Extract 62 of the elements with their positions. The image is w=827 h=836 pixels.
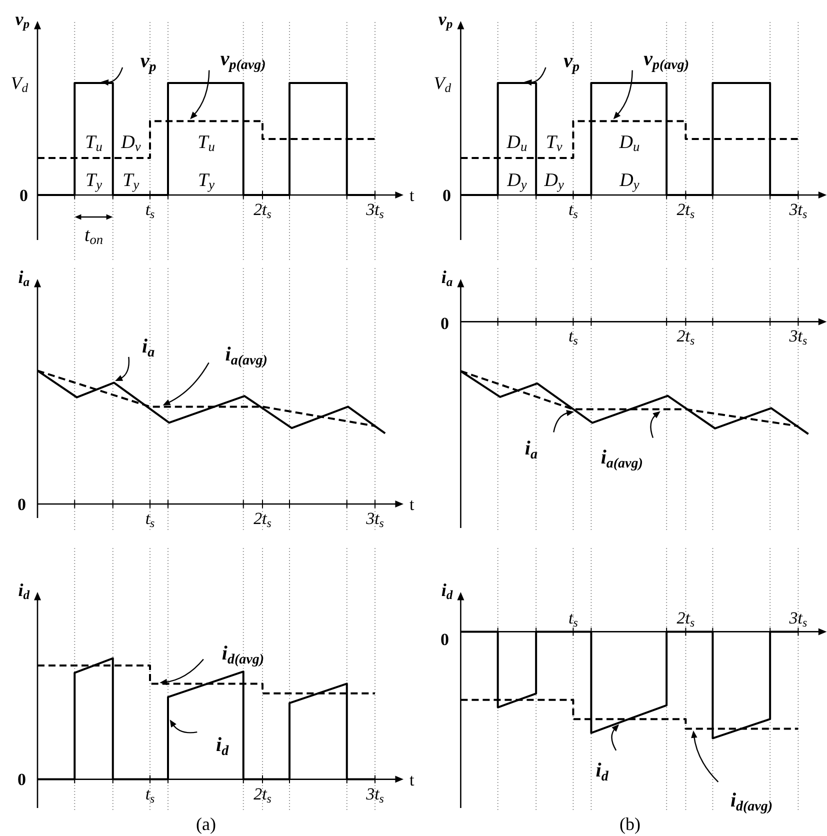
x-tick-label: 3t$_{s}$ [365, 784, 384, 806]
annotation: v$_{p}$ [564, 50, 580, 74]
annotation: D$_{y}$ [618, 170, 640, 192]
x-tick-label: t$_{s}$ [145, 784, 156, 806]
annotation: i$_{a}$ [142, 336, 155, 360]
annotation: T$_{u}$ [198, 132, 216, 154]
text: 0 [18, 495, 26, 514]
x-axis-title: t [410, 495, 414, 514]
x-tick-label: 3t$_{s}$ [365, 509, 384, 530]
text: V$_{d}$ [10, 73, 29, 96]
annotation: T$_{u}$ [85, 132, 103, 154]
x-tick-label: t$_{s}$ [568, 326, 578, 348]
x-tick-label: t$_{s}$ [145, 509, 156, 530]
annotation: D$_{y}$ [543, 170, 564, 192]
y-axis-title: i$_{a}$ [441, 267, 453, 290]
annotation: T$_{y}$ [198, 170, 215, 192]
x-tick-label: t$_{s}$ [568, 608, 578, 630]
annotation: D$_{u}$ [506, 132, 528, 154]
annotation: i$_{d}$ [596, 759, 610, 784]
x-tick-label: t$_{s}$ [145, 200, 156, 221]
y-axis-title: v$_{p}$ [15, 9, 30, 32]
annotation: D$_{y}$ [506, 170, 527, 192]
text: (a) [196, 814, 216, 834]
annotation: i$_{a(avg)}$ [600, 446, 643, 471]
x-axis-title: t [410, 186, 414, 205]
text: 0 [20, 186, 28, 205]
text: t$_{on}$ [84, 225, 104, 248]
text: 0 [440, 630, 449, 649]
x-tick-label: 2t$_{s}$ [254, 784, 272, 806]
x-tick-label: 2t$_{s}$ [676, 326, 695, 348]
y-axis-title: i$_{d}$ [18, 580, 30, 602]
y-axis-title: v$_{p}$ [438, 9, 453, 32]
text: V$_{d}$ [434, 73, 452, 96]
x-tick-label: 3t$_{s}$ [788, 608, 808, 630]
text: 0 [442, 186, 451, 205]
y-axis-title: i$_{d}$ [441, 580, 454, 602]
annotation: D$_{u}$ [618, 132, 640, 154]
x-tick-label: 2t$_{s}$ [254, 509, 272, 530]
text: 0 [440, 314, 449, 333]
annotation: v$_{p(avg)}$ [644, 48, 690, 73]
annotation: v$_{p(avg)}$ [220, 48, 266, 73]
annotation: T$_{y}$ [122, 170, 140, 192]
x-tick-label: 3t$_{s}$ [788, 326, 808, 348]
annotation: i$_{d(avg)}$ [222, 642, 264, 668]
annotation: v$_{p}$ [140, 50, 156, 74]
text: 0 [18, 770, 26, 789]
annotation: T$_{v}$ [546, 132, 562, 154]
annotation: i$_{d(avg)}$ [730, 790, 773, 814]
x-tick-label: 2t$_{s}$ [254, 200, 272, 221]
x-tick-label: 2t$_{s}$ [676, 200, 695, 221]
x-tick-label: 3t$_{s}$ [788, 200, 808, 221]
annotation: D$_{v}$ [120, 132, 141, 154]
annotation: i$_{a}$ [524, 437, 538, 462]
text: (b) [620, 814, 640, 834]
x-tick-label: 2t$_{s}$ [676, 608, 695, 630]
annotation: T$_{y}$ [86, 170, 102, 192]
annotation: i$_{a(avg)}$ [225, 344, 268, 368]
x-tick-label: t$_{s}$ [568, 200, 578, 221]
y-axis-title: i$_{a}$ [18, 267, 30, 290]
x-axis-title: t [410, 770, 414, 790]
x-tick-label: 3t$_{s}$ [365, 200, 384, 221]
annotation: i$_{d}$ [216, 734, 230, 758]
